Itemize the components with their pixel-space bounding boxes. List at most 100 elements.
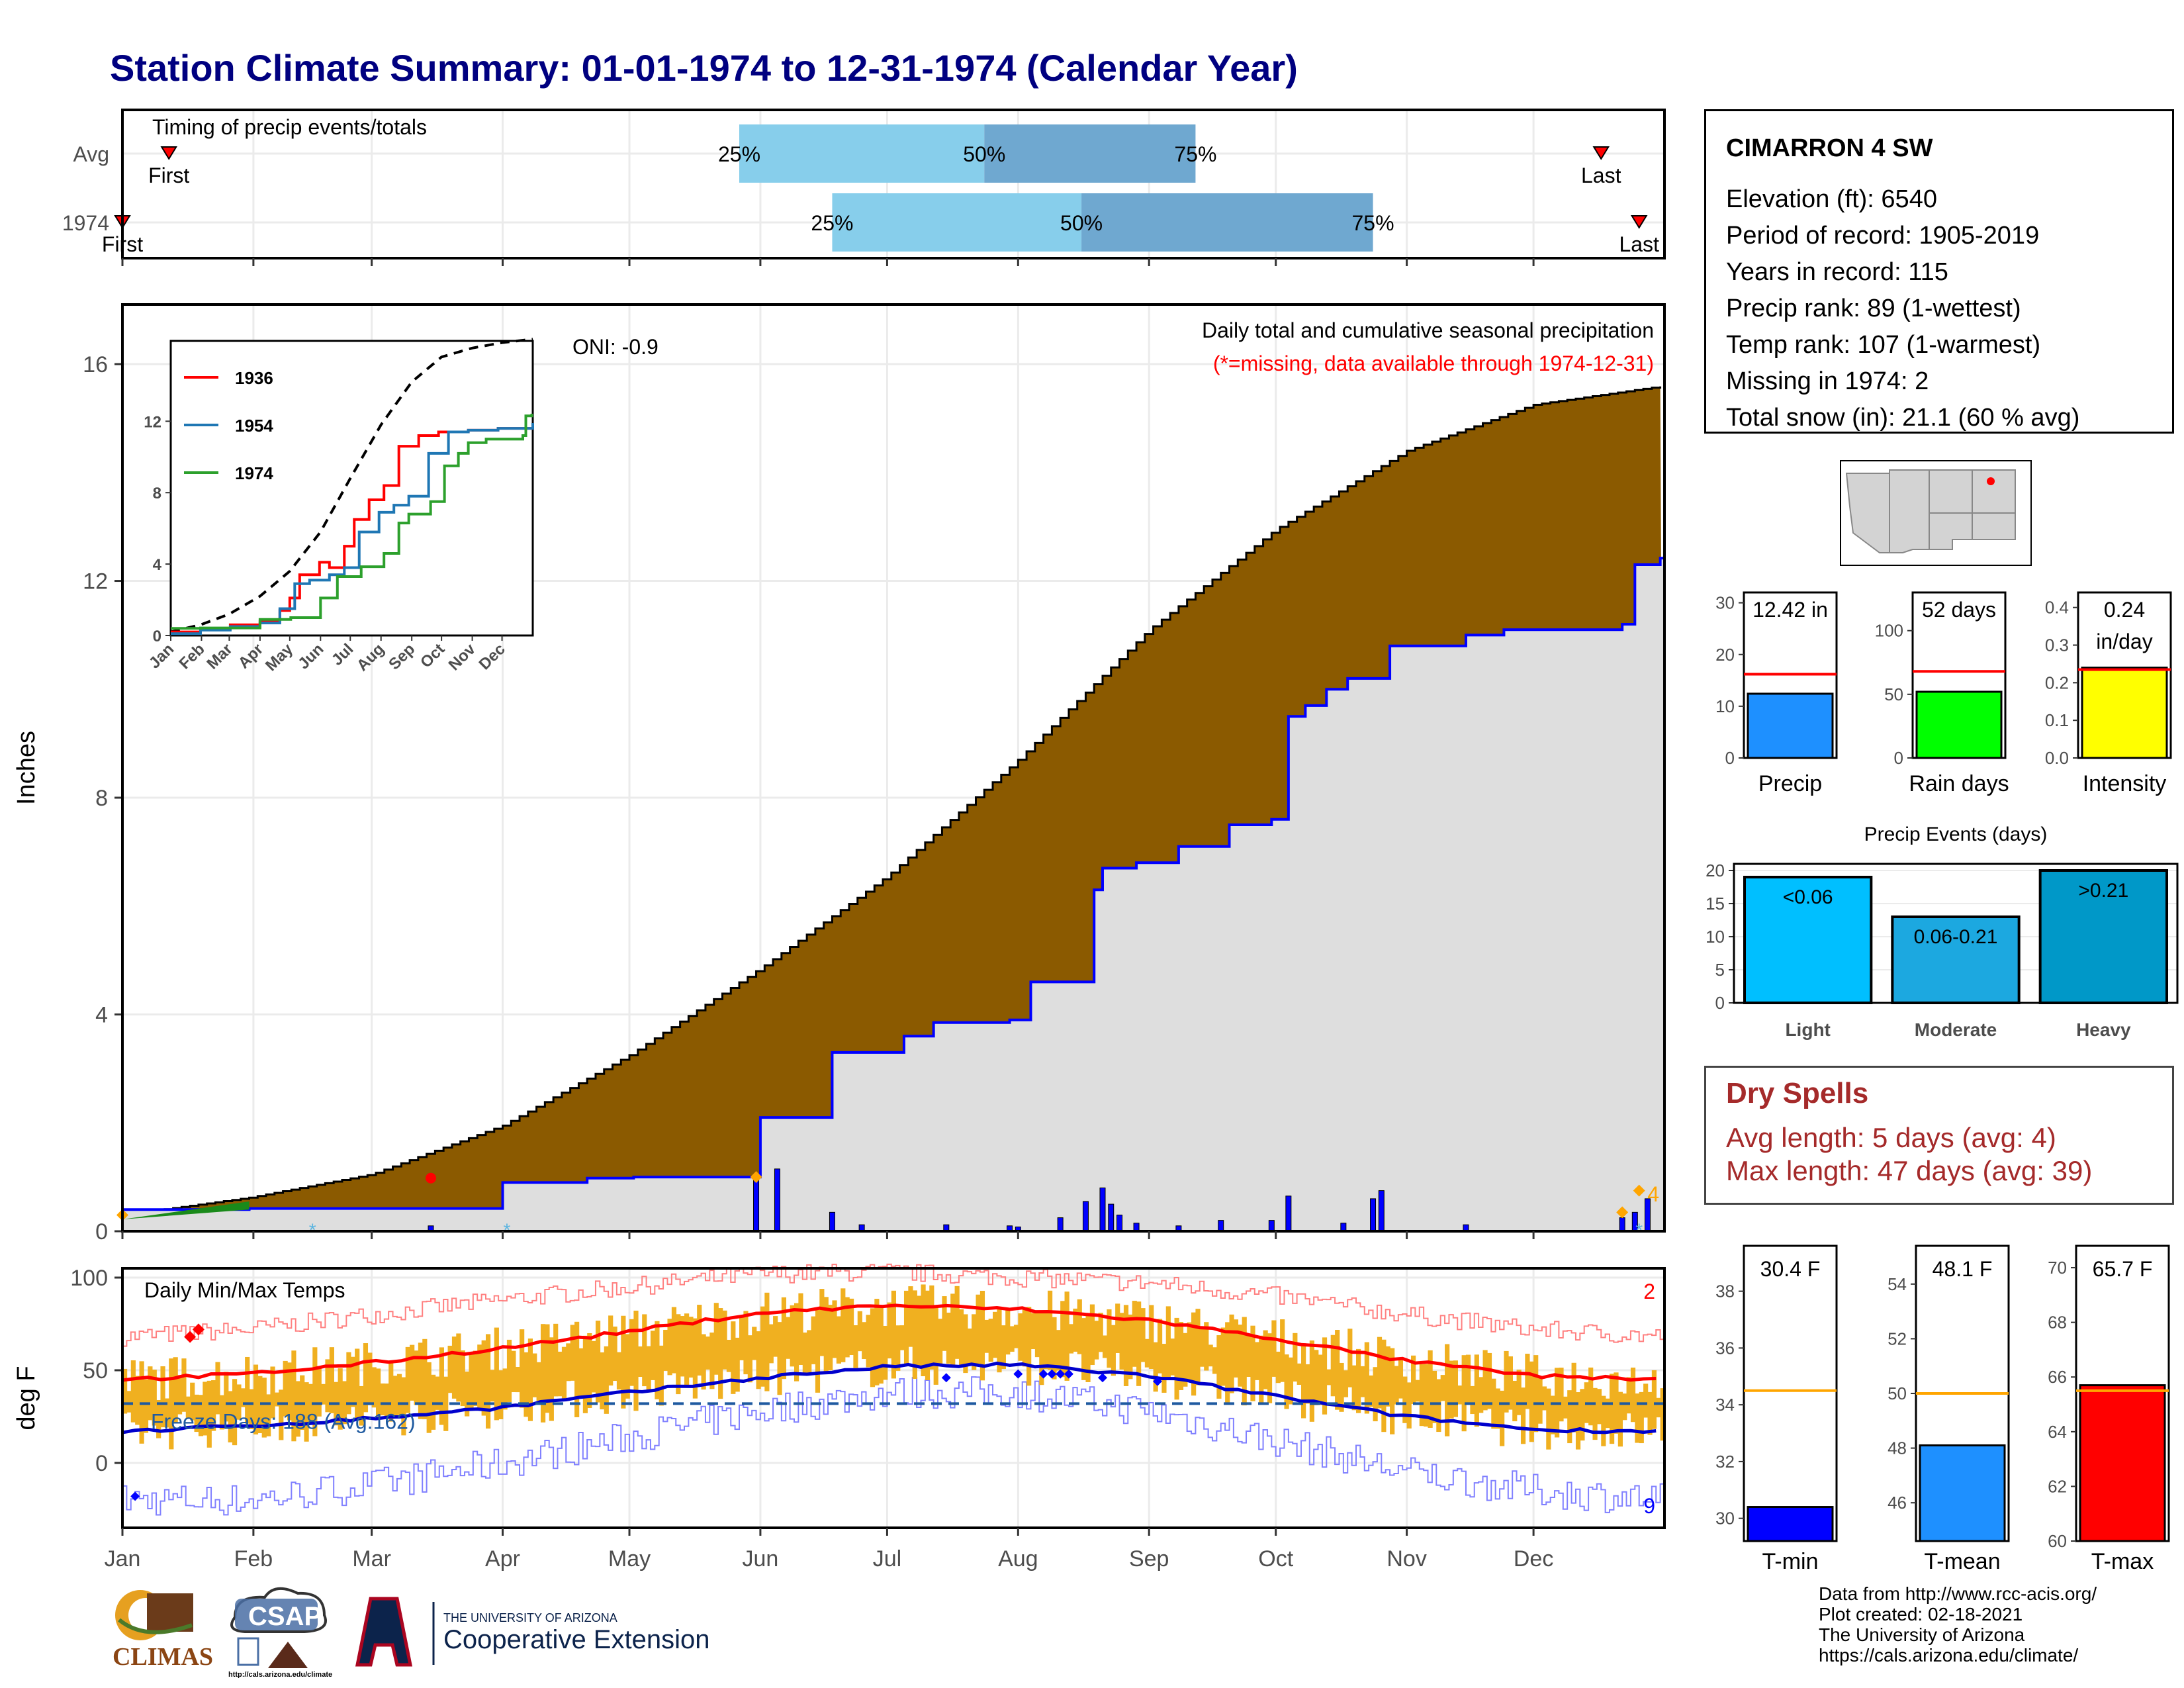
- daily-temp-bar: [1026, 1307, 1032, 1386]
- daily-temp-bar: [591, 1340, 596, 1393]
- daily-temp-bar: [587, 1333, 592, 1408]
- daily-temp-bar: [629, 1319, 635, 1386]
- daily-temp-bar: [1537, 1376, 1543, 1424]
- daily-temp-bar: [752, 1327, 757, 1360]
- daily-temp-bar: [958, 1309, 964, 1366]
- timing-bar-50-75: [984, 124, 1196, 183]
- daily-temp-bar: [925, 1290, 931, 1381]
- daily-temp-bar: [1009, 1326, 1015, 1352]
- tbar-ytick-label: 66: [2048, 1367, 2067, 1387]
- temp-ylabel: deg F: [13, 1366, 40, 1430]
- daily-temp-bar: [392, 1376, 398, 1417]
- daily-temp-bar: [498, 1370, 504, 1420]
- daily-temp-bar: [1305, 1364, 1310, 1404]
- station-period: Period of record: 1905-2019: [1726, 222, 2040, 250]
- tbar-ytick-label: 64: [2048, 1422, 2067, 1442]
- inset-legend-label: 1936: [235, 368, 273, 388]
- month-label: May: [608, 1546, 651, 1571]
- daily-temp-bar: [1656, 1397, 1661, 1418]
- orange-diamond-marker: [1633, 1184, 1645, 1197]
- ua-big-text: Cooperative Extension: [443, 1625, 709, 1654]
- timing-pct-label: 75%: [1174, 142, 1216, 166]
- raindays-ytick-label: 100: [1875, 621, 1903, 641]
- daily-temp-bar: [811, 1316, 816, 1364]
- intensity-value-unit: in/day: [2096, 630, 2152, 653]
- daily-temp-bar: [494, 1327, 499, 1421]
- daily-temp-bar: [747, 1335, 752, 1383]
- daily-temp-bar: [371, 1367, 377, 1408]
- daily-temp-bar: [731, 1321, 736, 1394]
- tbar-category-label: T-min: [1762, 1549, 1819, 1574]
- daily-temp-bar: [697, 1305, 702, 1376]
- daily-temp-bar: [1254, 1342, 1259, 1380]
- daily-temp-bar: [206, 1380, 212, 1448]
- daily-temp-bar: [1369, 1375, 1374, 1407]
- events-ytick-label: 0: [1715, 993, 1725, 1013]
- daily-temp-bar: [1111, 1325, 1116, 1376]
- daily-temp-bar: [1094, 1321, 1099, 1360]
- daily-precip-bar: [1218, 1220, 1224, 1232]
- temp-end-top: 2: [1643, 1280, 1655, 1303]
- daily-temp-bar: [410, 1344, 415, 1401]
- daily-temp-bar: [1415, 1380, 1420, 1402]
- temp-ytick-label: 50: [83, 1358, 108, 1383]
- daily-temp-bar: [1297, 1363, 1302, 1385]
- timing-row-label: 1974: [62, 211, 109, 235]
- daily-temp-bar: [126, 1391, 132, 1413]
- daily-temp-bar: [194, 1394, 199, 1432]
- daily-temp-bar: [1284, 1354, 1289, 1409]
- daily-temp-bar: [506, 1339, 512, 1403]
- events-ytick-label: 10: [1706, 927, 1725, 947]
- daily-temp-bar: [1170, 1338, 1175, 1376]
- precip-ytick-label: 0: [95, 1219, 108, 1244]
- events-category-label: Light: [1785, 1019, 1830, 1040]
- daily-temp-bar: [561, 1346, 567, 1400]
- daily-temp-bar: [152, 1370, 157, 1426]
- daily-temp-bar: [1525, 1354, 1530, 1409]
- daily-temp-bar: [933, 1307, 938, 1385]
- precip-ytick-label: 4: [95, 1003, 108, 1028]
- daily-temp-bar: [642, 1314, 647, 1387]
- daily-temp-bar: [418, 1342, 424, 1419]
- daily-temp-bar: [688, 1317, 694, 1378]
- daily-temp-bar: [1191, 1312, 1197, 1396]
- timing-pct-label: 75%: [1352, 211, 1394, 235]
- tbar-ytick-label: 32: [1715, 1452, 1735, 1472]
- snow-marker: *: [1635, 1219, 1643, 1240]
- daily-temp-bar: [490, 1370, 495, 1402]
- record-high-marker: [184, 1331, 197, 1343]
- daily-temp-bar: [130, 1360, 136, 1423]
- precip-ytick-label: 16: [83, 352, 108, 377]
- daily-temp-bar: [676, 1314, 681, 1395]
- normal-max-line: [122, 1303, 1657, 1382]
- daily-temp-bar: [1275, 1351, 1281, 1383]
- temp-chart-label: Daily Min/Max Temps: [144, 1278, 345, 1302]
- daily-temp-bar: [621, 1315, 626, 1409]
- daily-temp-bar: [1500, 1390, 1505, 1446]
- timing-pct-label: 50%: [1060, 211, 1103, 235]
- daily-temp-bar: [646, 1346, 651, 1391]
- daily-temp-bar: [1309, 1340, 1314, 1422]
- daily-temp-bar: [549, 1337, 554, 1421]
- daily-precip-bar: [1378, 1190, 1385, 1232]
- precip-ytick-label: 8: [95, 786, 108, 811]
- daily-temp-bar: [1123, 1305, 1129, 1386]
- daily-temp-bar: [1183, 1333, 1188, 1387]
- month-label: Apr: [485, 1546, 520, 1571]
- daily-temp-bar: [1596, 1389, 1602, 1425]
- daily-temp-bar: [1149, 1305, 1154, 1370]
- daily-temp-bar: [1432, 1370, 1437, 1423]
- daily-temp-bar: [1107, 1309, 1112, 1368]
- temp-end-bottom: 9: [1643, 1494, 1655, 1518]
- early-season-wedge: [122, 1201, 250, 1231]
- record-min-line: [122, 1376, 1664, 1516]
- daily-temp-bar: [1482, 1350, 1488, 1411]
- inset-ytick-label: 12: [144, 413, 161, 431]
- raindays-category-label: Rain days: [1909, 771, 2009, 796]
- daily-temp-bar: [844, 1297, 850, 1358]
- daily-temp-bar: [764, 1292, 770, 1391]
- daily-temp-bar: [1479, 1377, 1484, 1413]
- daily-temp-bar: [946, 1312, 951, 1364]
- daily-temp-bar: [1081, 1318, 1087, 1380]
- daily-temp-bar: [435, 1376, 440, 1410]
